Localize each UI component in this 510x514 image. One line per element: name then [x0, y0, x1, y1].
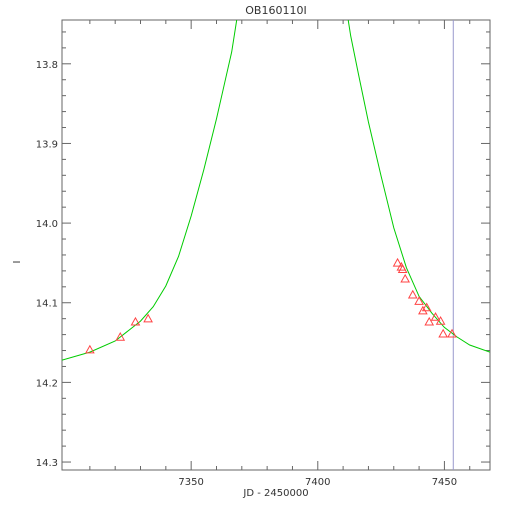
data-point-triangle	[85, 344, 95, 354]
data-point-triangle	[400, 273, 411, 283]
model-curve-left-branch	[62, 20, 238, 361]
plot-area: 7350 7400 7450 13.8 13.9 14.0 14.1 14.2 14.3	[36, 19, 491, 488]
model-curve-right-branch	[347, 20, 490, 353]
x-tick-label: 7350	[178, 477, 203, 488]
data-point-triangle	[130, 316, 141, 326]
y-tick-label: 14.3	[36, 458, 58, 469]
y-tick-label: 13.9	[36, 139, 58, 150]
data-point-triangle	[407, 289, 418, 299]
data-point-triangle	[414, 296, 424, 305]
y-tick-label: 14.0	[36, 219, 58, 230]
data-point-triangle	[397, 264, 408, 273]
data-point-triangle	[447, 328, 457, 338]
x-tick-label: 7400	[305, 477, 330, 488]
chart-title: OB160110I	[245, 4, 306, 17]
data-point-triangle	[438, 328, 448, 338]
y-tick-label: 13.8	[36, 60, 58, 71]
x-tick-label: 7450	[432, 477, 457, 488]
y-axis-label: I	[12, 261, 23, 264]
plot-frame	[61, 19, 491, 471]
data-point-triangle	[435, 316, 446, 325]
y-tick-label: 14.2	[36, 378, 58, 389]
data-point-triangle	[421, 302, 432, 312]
data-point-triangle	[115, 331, 126, 341]
data-point-triangle	[430, 312, 441, 321]
x-axis-label: JD - 2450000	[242, 488, 308, 499]
y-tick-label: 14.1	[36, 299, 58, 310]
data-point-triangle	[392, 257, 403, 267]
data-point-triangle	[424, 316, 435, 326]
data-point-triangle	[143, 313, 153, 323]
